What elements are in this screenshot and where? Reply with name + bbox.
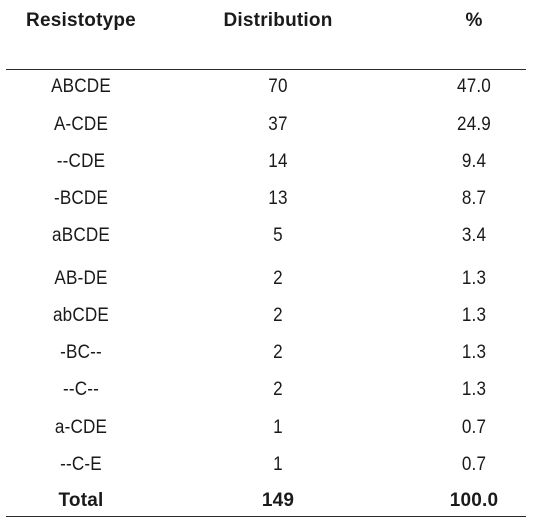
row-percent: 1.3 — [461, 268, 487, 289]
header-percent: % — [465, 10, 483, 31]
row-resistotype: -BC-- — [60, 342, 102, 363]
row-resistotype: abCDE — [52, 305, 110, 326]
row-distribution: 1 — [273, 417, 283, 438]
row-percent: 8.7 — [461, 188, 487, 209]
row-resistotype: a-CDE — [54, 417, 108, 438]
header-resistotype: Resistotype — [26, 10, 136, 31]
row-distribution: 5 — [273, 225, 283, 246]
row-percent: 1.3 — [461, 379, 487, 400]
row-distribution: 70 — [268, 76, 288, 97]
row-resistotype: aBCDE — [52, 225, 110, 246]
row-percent: 1.3 — [461, 305, 487, 326]
row-distribution: 37 — [268, 114, 288, 135]
row-percent: 0.7 — [461, 454, 487, 475]
row-distribution: 1 — [273, 454, 283, 475]
table-bottom-rule — [6, 516, 526, 517]
row-distribution: 2 — [273, 379, 283, 400]
total-distribution: 149 — [261, 490, 295, 511]
header-divider — [6, 69, 526, 70]
row-percent: 3.4 — [461, 225, 487, 246]
row-percent: 0.7 — [461, 417, 487, 438]
row-percent: 9.4 — [461, 151, 487, 172]
row-distribution: 2 — [273, 268, 283, 289]
row-resistotype: A-CDE — [53, 114, 109, 135]
row-distribution: 14 — [268, 151, 288, 172]
row-resistotype: ABCDE — [51, 76, 111, 97]
row-distribution: 13 — [268, 188, 288, 209]
row-percent: 1.3 — [461, 342, 487, 363]
row-distribution: 2 — [273, 342, 283, 363]
row-resistotype: -BCDE — [53, 188, 109, 209]
row-distribution: 2 — [273, 305, 283, 326]
total-label: Total — [58, 490, 104, 511]
row-resistotype: --C-- — [62, 379, 100, 400]
row-percent: 24.9 — [456, 114, 492, 135]
header-distribution: Distribution — [223, 10, 333, 31]
total-percent: 100.0 — [449, 490, 499, 511]
row-resistotype: --CDE — [56, 151, 106, 172]
row-resistotype: --C-E — [60, 454, 102, 475]
row-resistotype: AB-DE — [54, 268, 108, 289]
row-percent: 47.0 — [456, 76, 492, 97]
